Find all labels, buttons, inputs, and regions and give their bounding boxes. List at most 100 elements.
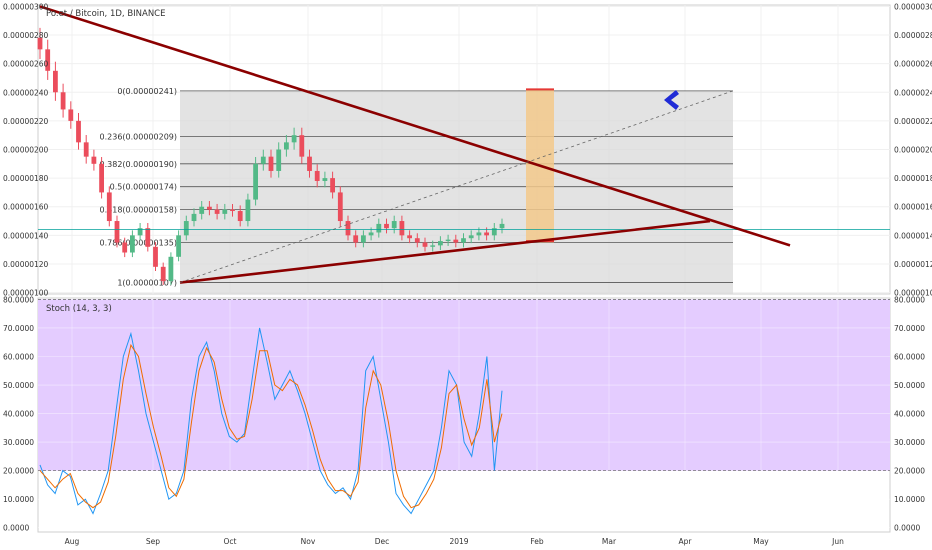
price-tick-label: 0.00000140 xyxy=(3,231,49,240)
candle-body xyxy=(414,238,420,243)
stoch-axis-left: 0.0000 10.0000 20.0000 30.0000 40.0000 50.000… xyxy=(3,295,34,532)
stoch-tick-label: 40.0000 xyxy=(3,410,34,419)
price-tick-label: 0.00000240 xyxy=(3,88,49,97)
stoch-d-line xyxy=(39,343,503,509)
ascending-trendline xyxy=(179,219,711,284)
stoch-tick-label: 0.0000 xyxy=(894,524,920,533)
price-tick-label: 0.00000260 xyxy=(894,60,932,69)
price-tick-label: 0.00000220 xyxy=(894,117,932,126)
candle-body xyxy=(276,149,282,171)
candle-body xyxy=(253,163,258,200)
price-tick-label: 0.00000200 xyxy=(3,146,49,155)
candle-body xyxy=(160,266,166,282)
candle-body xyxy=(76,120,81,143)
time-tick-label: Mar xyxy=(602,537,617,546)
candle-body xyxy=(183,221,189,236)
candle-body xyxy=(476,232,482,236)
stoch-grid xyxy=(38,298,890,532)
stoch-tick-label: 70.0000 xyxy=(3,324,34,333)
candle-body xyxy=(399,221,405,236)
stoch-tick-label: 80.0000 xyxy=(3,295,34,304)
candle-body xyxy=(299,135,305,157)
candle-body xyxy=(422,242,428,247)
fib-diagonal-dashed xyxy=(179,90,734,283)
fib-level-label: 0(0.00000241) xyxy=(117,87,177,96)
candle-body xyxy=(384,223,389,229)
price-tick-label: 0.00000260 xyxy=(3,60,49,69)
candle-body xyxy=(268,156,274,171)
time-axis: Aug Sep Oct Nov Dec 2019 Feb Mar Apr May Jun xyxy=(65,537,844,546)
time-tick-label: Sep xyxy=(146,537,160,546)
candle-body xyxy=(91,156,97,164)
candle-body xyxy=(291,135,297,143)
price-pane: 0(0.00000241) 0.236(0.00000209) 0.382(0.00… xyxy=(3,2,932,297)
price-tick-label: 0.00000180 xyxy=(894,174,932,183)
candle-body xyxy=(337,192,343,222)
candle-body xyxy=(445,239,451,242)
candle-body xyxy=(361,235,366,243)
time-tick-label: Oct xyxy=(224,537,237,546)
price-tick-label: 0.00000180 xyxy=(3,174,49,183)
price-tick-label: 0.00000140 xyxy=(894,231,932,240)
stoch-tick-label: 40.0000 xyxy=(894,410,925,419)
candle-body xyxy=(130,235,135,253)
candle-body xyxy=(99,163,104,193)
stoch-tick-label: 60.0000 xyxy=(894,353,925,362)
fib-level-label: 0.382(0.00000190) xyxy=(100,160,178,169)
candle-body xyxy=(191,213,197,222)
candle-body xyxy=(376,223,382,233)
candle-body xyxy=(199,206,205,214)
stoch-tick-label: 60.0000 xyxy=(3,353,34,362)
candle-body xyxy=(368,232,374,236)
candle-body xyxy=(122,242,128,253)
price-tick-label: 0.00000220 xyxy=(3,117,49,126)
arrow-left-icon xyxy=(664,90,679,110)
price-tick-label: 0.00000160 xyxy=(3,203,49,212)
price-tick-label: 0.00000100 xyxy=(894,289,932,298)
candle-body xyxy=(468,235,474,239)
candle-body xyxy=(145,228,151,247)
candle-body xyxy=(137,228,143,236)
stoch-tick-label: 70.0000 xyxy=(894,324,925,333)
candle-body xyxy=(60,92,66,110)
candle-body xyxy=(168,256,174,282)
candle-body xyxy=(45,49,51,71)
time-tick-label: May xyxy=(753,537,769,546)
candle-body xyxy=(314,170,320,181)
stoch-pane: Stoch (14, 3, 3) 0.0000 10.0000 20.0000 30.… xyxy=(3,295,925,532)
stoch-tick-label: 0.0000 xyxy=(3,524,29,533)
candle-body xyxy=(245,199,251,222)
candle-body xyxy=(453,239,459,243)
candle-body xyxy=(430,245,436,247)
candle-body xyxy=(53,70,58,93)
time-tick-label: Apr xyxy=(679,537,693,546)
price-tick-label: 0.00000160 xyxy=(894,203,932,212)
candle-body xyxy=(330,178,335,193)
candle-body xyxy=(322,178,328,181)
stoch-tick-label: 50.0000 xyxy=(894,381,925,390)
candle-body xyxy=(438,241,443,246)
candle-body xyxy=(345,221,351,236)
time-tick-label: Dec xyxy=(375,537,390,546)
stoch-tick-label: 20.0000 xyxy=(894,467,925,476)
candle-body xyxy=(176,235,181,257)
candle-body xyxy=(106,192,112,222)
price-tick-label: 0.00000300 xyxy=(894,2,932,11)
price-tick-label: 0.00000120 xyxy=(3,260,49,269)
time-tick-label: Jun xyxy=(831,537,844,546)
price-tick-label: 0.00000200 xyxy=(894,146,932,155)
price-axis-left: 0.00000100 0.00000120 0.00000140 0.00000160… xyxy=(3,2,49,297)
fib-level-label: 0.618(0.00000158) xyxy=(100,206,178,215)
candle-body xyxy=(391,221,397,229)
price-tick-label: 0.00000280 xyxy=(3,31,49,40)
candle-body xyxy=(353,235,359,243)
stoch-tick-label: 10.0000 xyxy=(894,495,925,504)
fib-level-label: 0.236(0.00000209) xyxy=(100,133,178,142)
stoch-tick-label: 10.0000 xyxy=(3,495,34,504)
fib-retracement-zone xyxy=(180,90,733,294)
price-axis-right: 0.00000100 0.00000120 0.00000140 0.00000160… xyxy=(894,2,932,297)
time-tick-label: Aug xyxy=(65,537,80,546)
descending-trendline xyxy=(39,5,791,247)
time-tick-label: Nov xyxy=(301,537,316,546)
candle-body xyxy=(237,211,243,222)
